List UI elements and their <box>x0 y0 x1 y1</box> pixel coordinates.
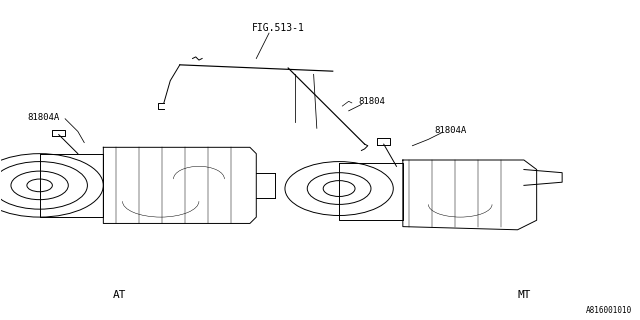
Text: 81804: 81804 <box>358 97 385 106</box>
Text: AT: AT <box>113 290 126 300</box>
Text: A816001010: A816001010 <box>586 307 632 316</box>
Text: 81804A: 81804A <box>435 126 467 135</box>
Text: MT: MT <box>517 290 531 300</box>
Text: 81804A: 81804A <box>27 113 59 122</box>
Text: FIG.513-1: FIG.513-1 <box>252 23 305 33</box>
